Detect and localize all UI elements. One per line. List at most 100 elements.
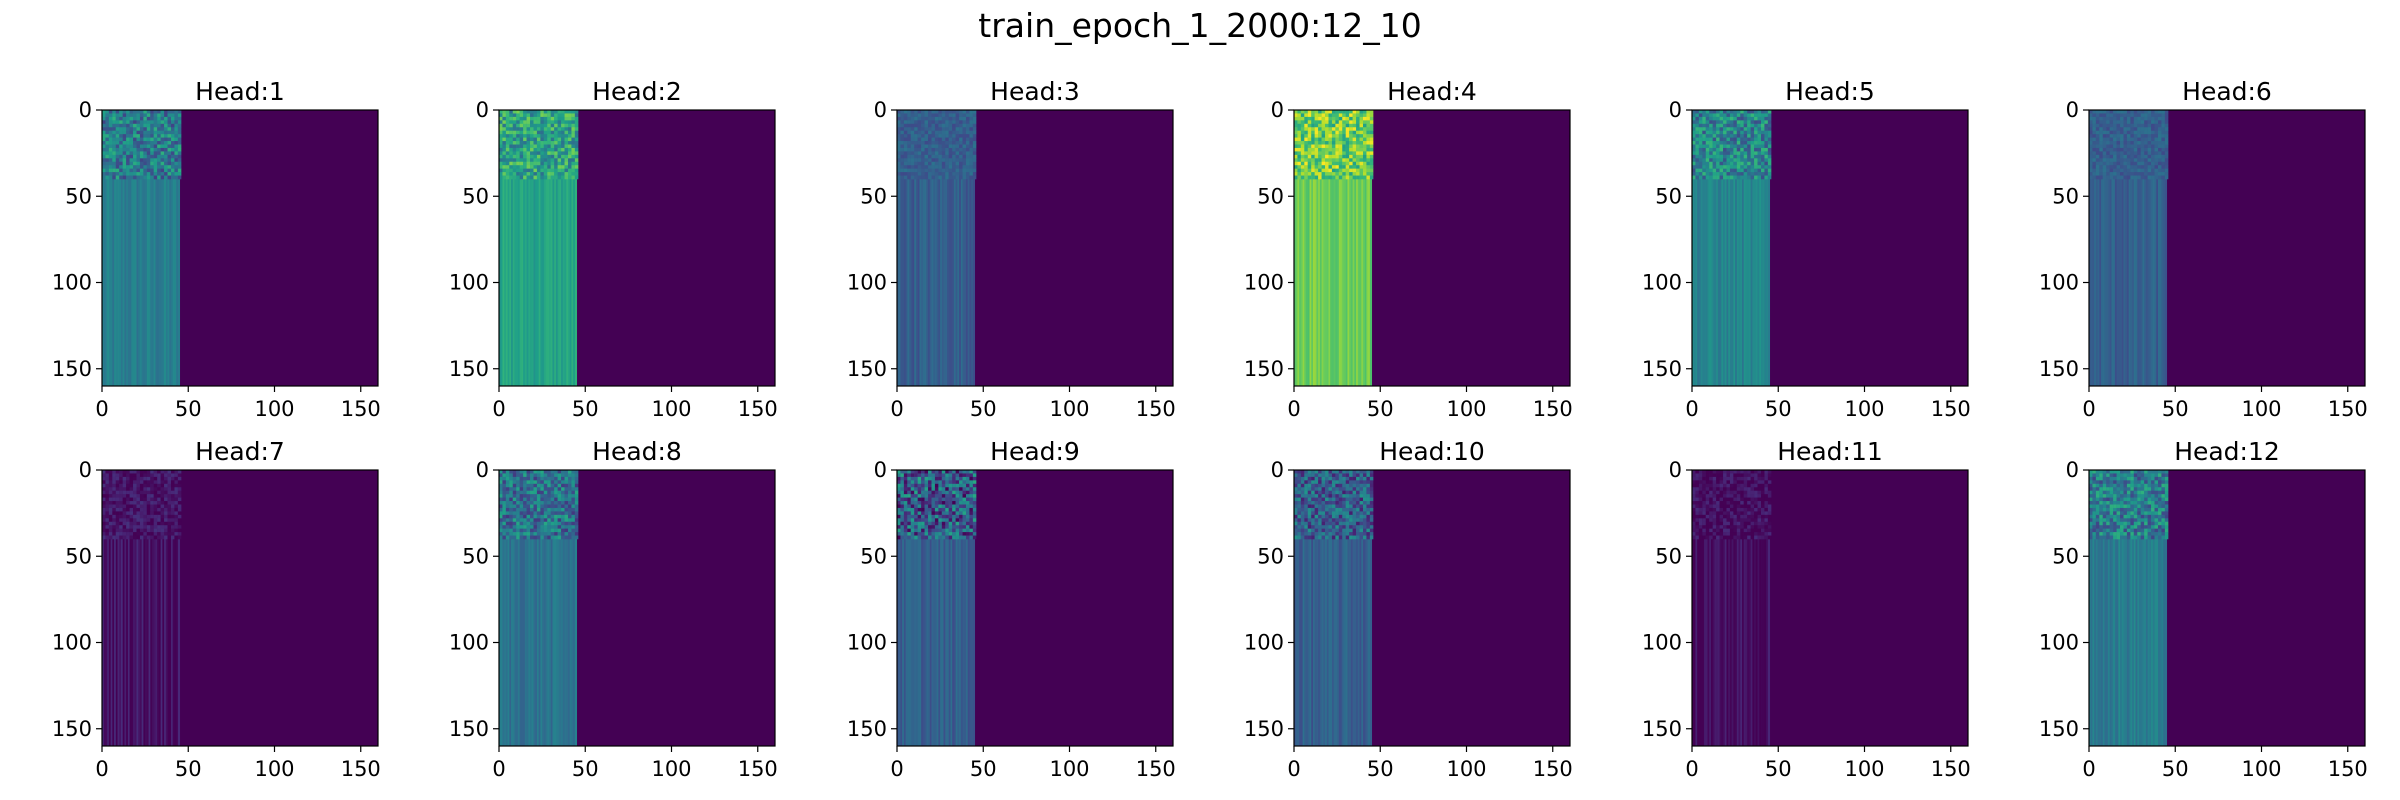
heatmap-cell: [934, 518, 939, 523]
heatmap-cell: [2109, 151, 2114, 156]
heatmap-cell: [1328, 490, 1332, 495]
heatmap-cell: [2123, 113, 2127, 118]
heatmap-cell: [112, 535, 116, 540]
heatmap-cell: [502, 514, 506, 519]
heatmap-cell: [108, 532, 113, 536]
heatmap-cell: [1318, 165, 1322, 169]
heatmap-cell: [948, 504, 953, 509]
heatmap-cell: [136, 525, 140, 529]
heatmap-cell: [139, 470, 144, 474]
heatmap-cell: [540, 127, 544, 131]
heatmap-column: [1726, 110, 1729, 386]
heatmap-cell: [924, 154, 929, 159]
heatmap-cell: [903, 168, 908, 173]
heatmap-cell: [1321, 175, 1326, 180]
heatmap-cell: [526, 127, 531, 131]
heatmap-cell: [924, 123, 929, 128]
x-tick-label: 50: [970, 757, 997, 781]
heatmap-cell: [1345, 165, 1350, 169]
heatmap-cell: [1321, 151, 1326, 156]
heatmap-cell: [105, 168, 109, 173]
heatmap-cell: [897, 521, 901, 526]
heatmap-cell: [1363, 151, 1367, 156]
heatmap-cell: [966, 532, 970, 536]
heatmap-cell: [941, 120, 946, 125]
heatmap-cell: [1740, 172, 1744, 176]
heatmap-cell: [157, 161, 161, 166]
heatmap-cell: [540, 113, 544, 118]
heatmap-cell: [174, 161, 178, 166]
heatmap-cell: [1300, 476, 1305, 481]
heatmap-cell: [928, 494, 932, 498]
heatmap-cell: [1328, 141, 1332, 145]
heatmap-cell: [2123, 123, 2127, 128]
heatmap-cell: [102, 120, 106, 125]
heatmap-cell: [910, 134, 915, 138]
heatmap-cell: [564, 168, 568, 173]
heatmap-cell: [934, 507, 939, 512]
heatmap-cell: [143, 473, 147, 478]
heatmap-cell: [1297, 110, 1301, 114]
heatmap-cell: [119, 501, 123, 505]
heatmap-cell: [938, 494, 942, 498]
heatmap-cell: [564, 470, 568, 474]
heatmap-cell: [115, 127, 120, 131]
heatmap-cell: [931, 175, 935, 180]
heatmap-cell: [2140, 116, 2145, 121]
heatmap-cell: [959, 165, 963, 169]
heatmap-cell: [505, 470, 510, 474]
heatmap-cell: [543, 518, 548, 523]
heatmap-cell: [1733, 168, 1737, 173]
heatmap-cell: [962, 473, 966, 478]
heatmap-cell: [102, 130, 106, 135]
heatmap-column: [1297, 470, 1300, 746]
heatmap-cell: [2109, 168, 2114, 173]
heatmap-cell: [914, 137, 918, 142]
heatmap-cell: [523, 525, 527, 529]
heatmap-cell: [108, 521, 113, 526]
heatmap-cell: [921, 501, 925, 505]
heatmap-cell: [2164, 110, 2169, 114]
heatmap-cell: [512, 473, 517, 478]
heatmap-cell: [102, 151, 106, 156]
heatmap-cell: [1349, 473, 1353, 478]
heatmap-cell: [1723, 168, 1727, 173]
heatmap-cell: [928, 497, 932, 502]
heatmap-column: [2161, 110, 2164, 386]
heatmap-cell: [938, 141, 942, 145]
heatmap-cell: [917, 535, 922, 540]
heatmap-cell: [1754, 134, 1758, 138]
heatmap-cell: [1294, 154, 1298, 159]
heatmap-cell: [533, 144, 537, 149]
heatmap-cell: [505, 116, 510, 121]
heatmap-cell: [903, 130, 908, 135]
heatmap-cell: [1321, 473, 1326, 478]
heatmap-column: [2097, 110, 2100, 386]
heatmap-cell: [1328, 473, 1332, 478]
heatmap-cell: [897, 476, 901, 481]
heatmap-cell: [167, 110, 171, 114]
heatmap-cell: [536, 172, 541, 176]
heatmap-cell: [955, 113, 960, 118]
heatmap-cell: [2089, 172, 2093, 176]
heatmap-column: [1331, 110, 1335, 386]
heatmap-cell: [540, 151, 544, 156]
heatmap-cell: [574, 501, 579, 505]
heatmap-column: [524, 470, 528, 746]
y-tick-label: 100: [2039, 271, 2079, 295]
heatmap-cell: [910, 487, 915, 491]
heatmap-cell: [972, 172, 977, 176]
heatmap-cell: [146, 165, 151, 169]
heatmap-cell: [502, 144, 506, 149]
heatmap-cell: [526, 110, 531, 114]
heatmap-cell: [509, 116, 513, 121]
heatmap-cell: [1300, 123, 1305, 128]
heatmap-cell: [1321, 144, 1326, 149]
heatmap-cell: [505, 151, 510, 156]
heatmap-cell: [174, 507, 178, 512]
heatmap-cell: [119, 532, 123, 536]
heatmap-column: [547, 470, 550, 746]
heatmap-cell: [2137, 175, 2141, 180]
heatmap-cell: [540, 130, 544, 135]
heatmap-cell: [952, 116, 956, 121]
